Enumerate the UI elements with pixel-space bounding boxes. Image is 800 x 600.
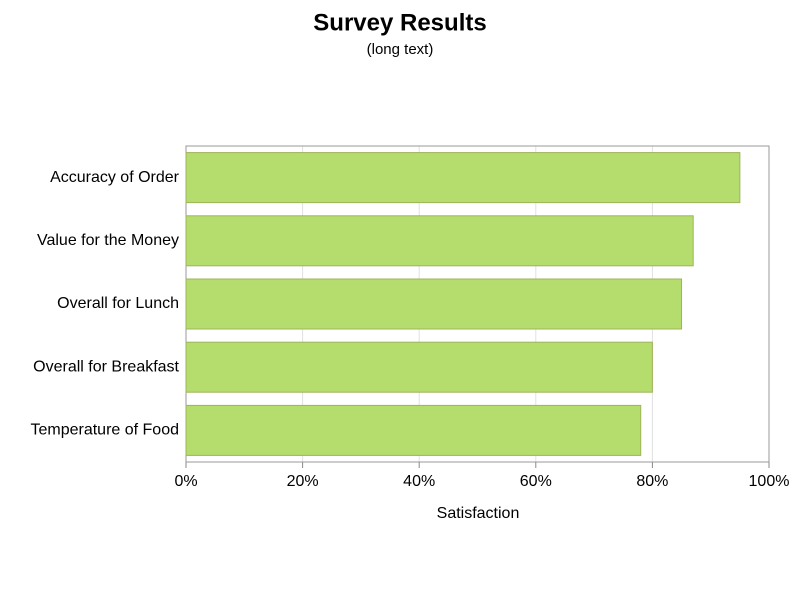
y-tick-label: Accuracy of Order — [50, 169, 180, 186]
chart-title: Survey Results — [313, 9, 486, 36]
y-tick-label: Overall for Breakfast — [33, 358, 179, 375]
bar — [185, 215, 694, 267]
y-tick-label: Overall for Lunch — [57, 295, 179, 312]
bar — [185, 341, 653, 393]
x-tick-label: 60% — [520, 473, 552, 490]
x-tick-label: 0% — [174, 473, 197, 490]
x-tick-label: 20% — [287, 473, 319, 490]
x-axis-label: Satisfaction — [437, 505, 520, 522]
bar — [185, 152, 741, 204]
chart-subtitle: (long text) — [367, 41, 434, 58]
bar — [185, 404, 642, 456]
x-tick-label: 80% — [636, 473, 668, 490]
y-tick-label: Temperature of Food — [30, 422, 179, 439]
bar — [185, 278, 683, 330]
y-tick-label: Value for the Money — [37, 232, 179, 249]
x-tick-label: 40% — [403, 473, 435, 490]
x-tick-label: 100% — [749, 473, 790, 490]
